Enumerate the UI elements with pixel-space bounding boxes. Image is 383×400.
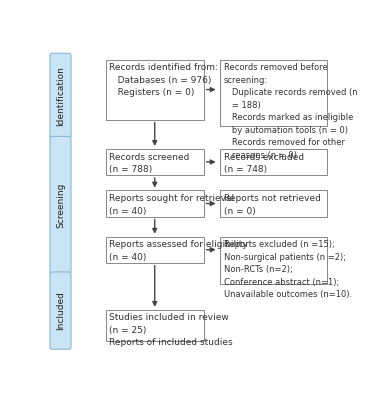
FancyBboxPatch shape [106,190,204,217]
Text: Records excluded
(n = 748): Records excluded (n = 748) [224,152,304,174]
FancyBboxPatch shape [220,60,327,126]
FancyBboxPatch shape [50,53,71,138]
FancyBboxPatch shape [106,149,204,175]
FancyBboxPatch shape [220,190,327,217]
FancyBboxPatch shape [50,272,71,349]
Text: Reports excluded (n =15);
Non-surgical patients (n =2);
Non-RCTs (n=2);
Conferen: Reports excluded (n =15); Non-surgical p… [224,240,352,299]
Text: Reports assessed for eligibility
(n = 40): Reports assessed for eligibility (n = 40… [109,240,248,262]
FancyBboxPatch shape [220,149,327,175]
Text: Records removed before
screening:
   Duplicate records removed (n
   = 188)
   R: Records removed before screening: Duplic… [224,63,357,160]
FancyBboxPatch shape [106,310,204,341]
Text: Reports not retrieved
(n = 0): Reports not retrieved (n = 0) [224,194,321,216]
Text: Included: Included [56,291,65,330]
Text: Identification: Identification [56,66,65,126]
Text: Studies included in review
(n = 25)
Reports of included studies: Studies included in review (n = 25) Repo… [109,314,233,348]
Text: Records identified from:
   Databases (n = 976)
   Registers (n = 0): Records identified from: Databases (n = … [109,63,218,97]
FancyBboxPatch shape [106,237,204,263]
FancyBboxPatch shape [50,136,71,274]
Text: Screening: Screening [56,182,65,228]
Text: Records screened
(n = 788): Records screened (n = 788) [109,152,190,174]
FancyBboxPatch shape [106,60,204,120]
FancyBboxPatch shape [220,237,327,284]
Text: Reports sought for retrieval
(n = 40): Reports sought for retrieval (n = 40) [109,194,234,216]
